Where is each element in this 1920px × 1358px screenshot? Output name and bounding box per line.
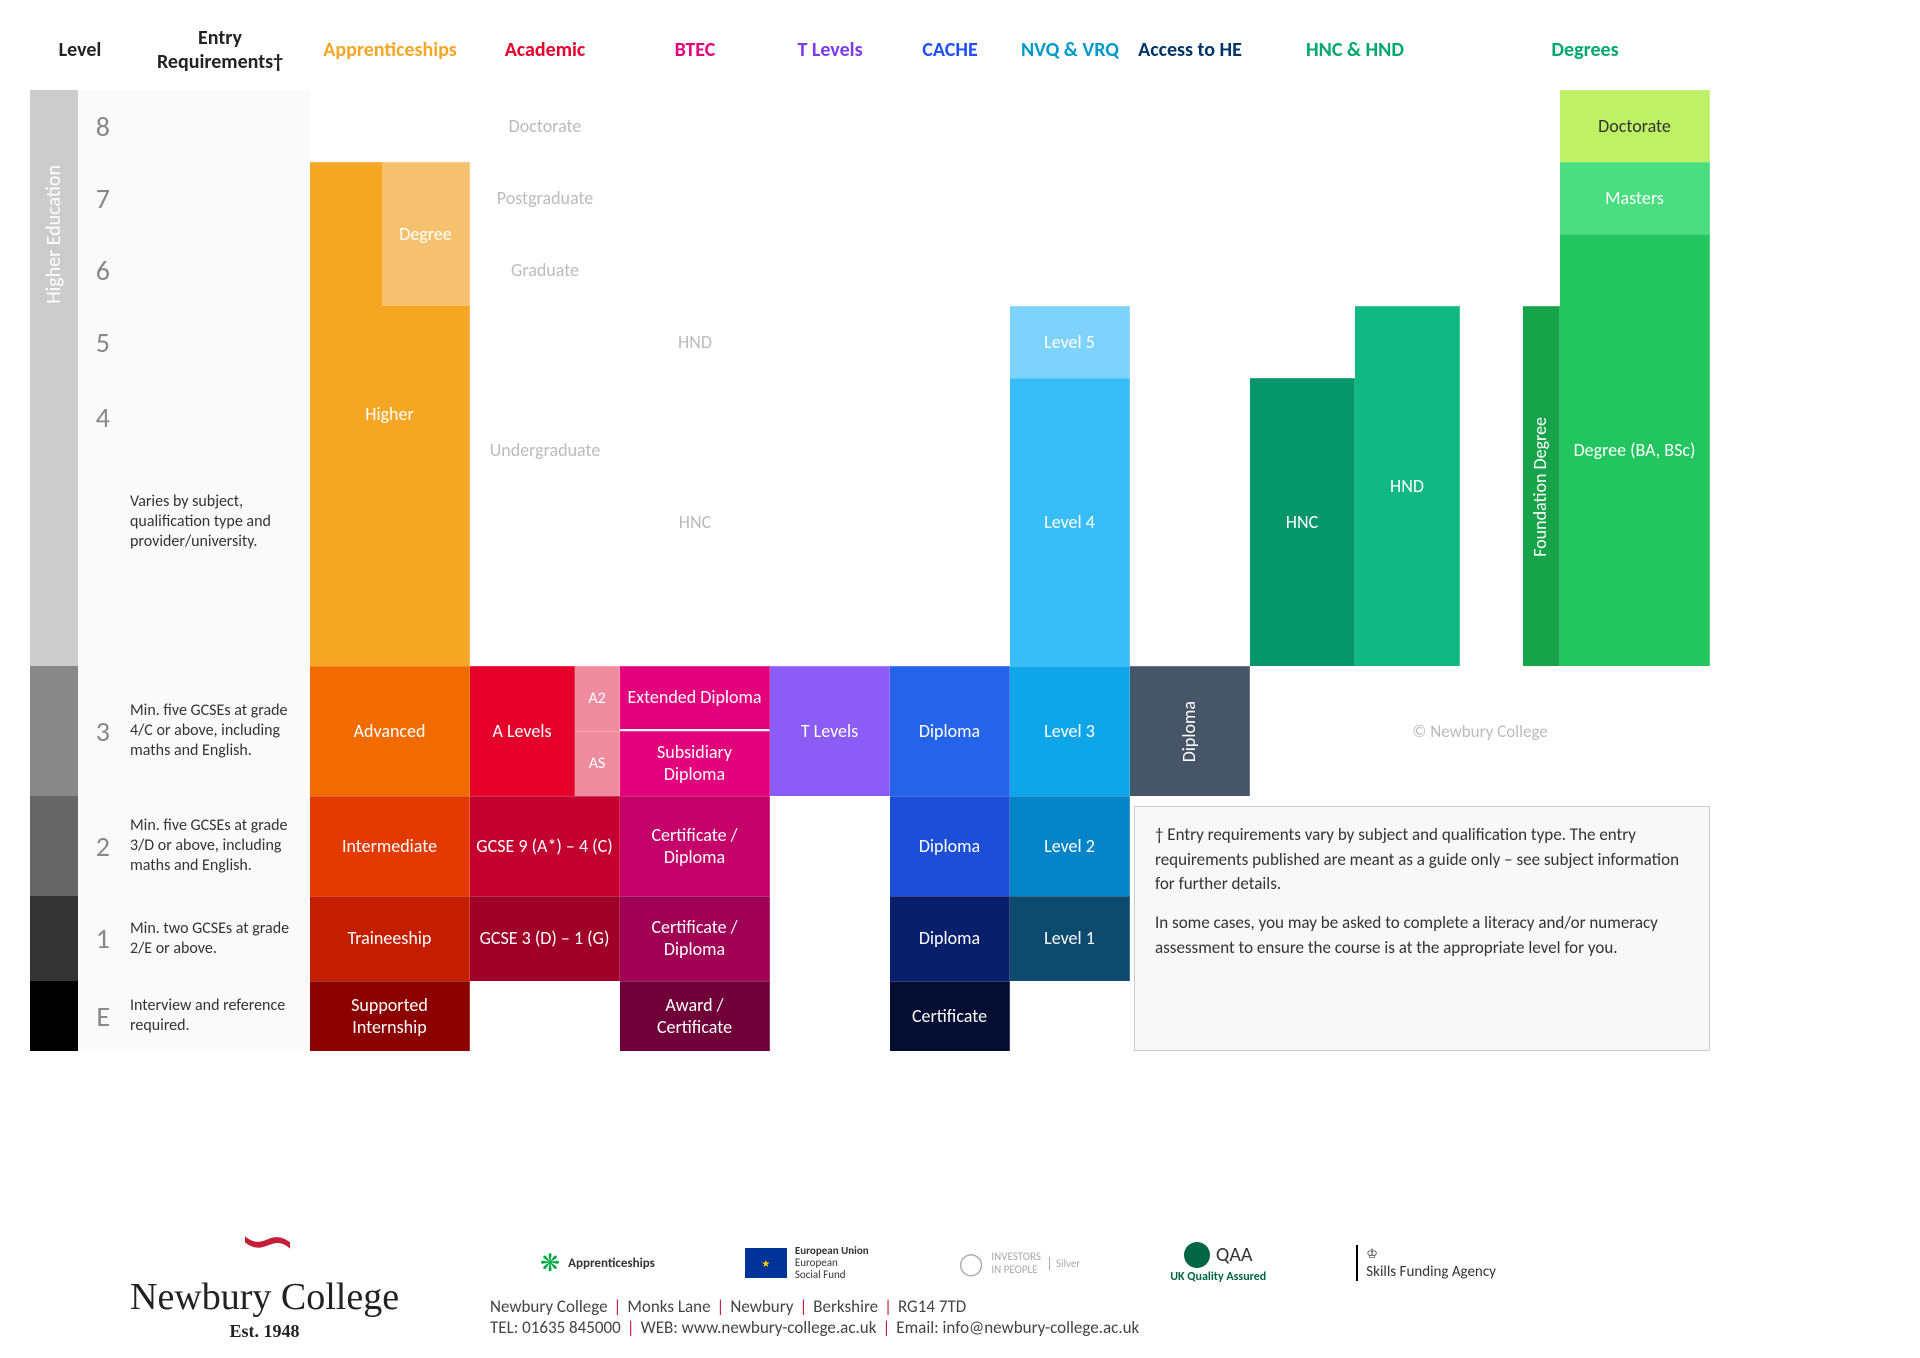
acad-as: AS <box>575 731 620 796</box>
header-cache: CACHE <box>890 20 1010 90</box>
nvq-l5: Level 5 <box>1010 306 1130 378</box>
entry-3: Min. five GCSEs at grade 4/C or above, i… <box>130 666 310 796</box>
btec-hnc-ghost: HNC <box>620 450 770 594</box>
header-level: Level <box>30 20 130 90</box>
address-line-2: TEL: 01635 845000|WEB: www.newbury-colle… <box>490 1317 1890 1338</box>
lE-band <box>30 981 78 1051</box>
footnote-p1: † Entry requirements vary by subject and… <box>1155 823 1689 897</box>
nvq-l3: Level 3 <box>1010 666 1130 796</box>
header-hnc: HNC & HND <box>1250 20 1460 90</box>
apprenticeships-logo: ❋Apprenticeships <box>540 1249 655 1278</box>
hnd-block: HND <box>1355 306 1460 666</box>
acad-a2: A2 <box>575 666 620 731</box>
acad-gcse31: GCSE 3 (D) – 1 (G) <box>470 896 620 981</box>
btec-hnd-ghost: HND <box>620 306 770 378</box>
acad-gcse94: GCSE 9 (A*) – 4 (C) <box>470 796 620 896</box>
nvq-l2: Level 2 <box>1010 796 1130 896</box>
header-apprenticeships: Apprenticeships <box>310 20 470 90</box>
acad-undergrad: Undergraduate <box>470 378 620 522</box>
qaa-logo: QAA UK Quality Assured <box>1170 1242 1266 1284</box>
app-intermediate: Intermediate <box>310 796 470 896</box>
nvq-l4: Level 4 <box>1010 378 1130 666</box>
header-degrees: Degrees <box>1460 20 1710 90</box>
l3-band <box>30 666 78 796</box>
cache-cert: Certificate <box>890 981 1010 1051</box>
entry-1: Min. two GCSEs at grade 2/E or above. <box>130 896 310 981</box>
header-access: Access to HE <box>1130 20 1250 90</box>
footnote-p2: In some cases, you may be asked to compl… <box>1155 911 1689 960</box>
acad-postgraduate: Postgraduate <box>470 162 620 234</box>
he-label: Higher Education <box>30 90 78 378</box>
cache-dip2: Diploma <box>890 796 1010 896</box>
hnc-block: HNC <box>1250 378 1355 666</box>
cache-dip1: Diploma <box>890 896 1010 981</box>
eu-logo: ★ European UnionEuropeanSocial Fund <box>745 1245 869 1281</box>
entry-2: Min. five GCSEs at grade 3/D or above, i… <box>130 796 310 896</box>
btec-extdip: Extended Diploma <box>620 666 770 731</box>
footnote: † Entry requirements vary by subject and… <box>1134 806 1710 1051</box>
btec-subdip: Subsidiary Diploma <box>620 731 770 796</box>
access-diploma: Diploma <box>1130 666 1250 796</box>
btec-certdip1: Certificate / Diploma <box>620 896 770 981</box>
btec-certdip2: Certificate / Diploma <box>620 796 770 896</box>
header-tlevels: T Levels <box>770 20 890 90</box>
app-advanced: Advanced <box>310 666 470 796</box>
header-nvq: NVQ & VRQ <box>1010 20 1130 90</box>
header-btec: BTEC <box>620 20 770 90</box>
qualification-grid: Higher Education Level Entry Requirement… <box>30 20 1890 1051</box>
cache-dip3: Diploma <box>890 666 1010 796</box>
tlevels-block: T Levels <box>770 666 890 796</box>
acad-graduate: Graduate <box>470 234 620 306</box>
app-supported: Supported Internship <box>310 981 470 1051</box>
app-traineeship: Traineeship <box>310 896 470 981</box>
app-degree: Degree <box>382 162 470 306</box>
iip-logo: ◯ INVESTORSIN PEOPLE Silver <box>959 1250 1080 1277</box>
nvq-l1: Level 1 <box>1010 896 1130 981</box>
newbury-college-logo: ∽ Newbury College Est. 1948 <box>130 1220 399 1342</box>
entry-E: Interview and reference required. <box>130 981 310 1051</box>
copyright: © Newbury College <box>1250 666 1710 796</box>
deg-doctorate: Doctorate <box>1560 90 1710 162</box>
header-academic: Academic <box>470 20 620 90</box>
footer: ∽ Newbury College Est. 1948 ❋Apprentices… <box>30 1242 1890 1338</box>
deg-masters: Masters <box>1560 162 1710 234</box>
l2-band <box>30 796 78 896</box>
btec-award: Award / Certificate <box>620 981 770 1051</box>
sfa-logo: ♔Skills Funding Agency <box>1356 1245 1496 1281</box>
header-entry: Entry Requirements† <box>130 20 310 90</box>
address-line-1: Newbury College|Monks Lane|Newbury|Berks… <box>490 1296 1890 1317</box>
acad-alevels: A Levels <box>470 666 575 796</box>
entry-4to8: Varies by subject, qualification type an… <box>130 378 310 666</box>
l1-band <box>30 896 78 981</box>
deg-babsc: Degree (BA, BSc) <box>1560 234 1710 666</box>
acad-doctorate: Doctorate <box>470 90 620 162</box>
deg-foundation: Foundation Degree <box>1523 306 1561 666</box>
